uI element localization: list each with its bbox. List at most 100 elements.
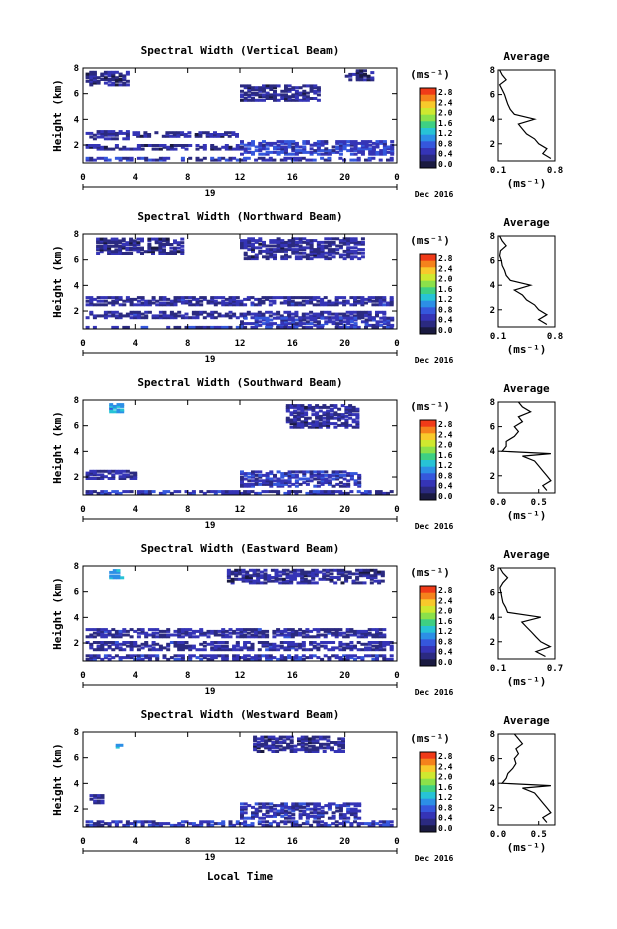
- data-cell: [313, 143, 318, 147]
- data-cell: [96, 252, 101, 255]
- colorbar-swatch: [420, 274, 436, 282]
- data-cell: [349, 296, 354, 300]
- data-cell: [301, 635, 306, 639]
- data-cell: [166, 145, 171, 149]
- average-title: Average: [503, 714, 550, 727]
- data-cell: [107, 137, 112, 141]
- data-cell: [199, 325, 204, 329]
- data-cell: [346, 140, 351, 144]
- data-cell: [269, 143, 274, 147]
- x-tick-label: 12: [235, 671, 246, 681]
- data-cell: [344, 420, 349, 424]
- data-cell: [367, 296, 372, 300]
- data-cell: [287, 814, 292, 818]
- data-cell: [276, 98, 281, 102]
- data-cell: [382, 141, 387, 145]
- data-cell: [353, 141, 358, 145]
- data-cell: [234, 574, 239, 578]
- data-cell: [316, 635, 321, 639]
- panel-title: Spectral Width (Vertical Beam): [141, 44, 340, 57]
- colorbar-swatch: [420, 101, 436, 109]
- data-cell: [247, 479, 252, 483]
- data-cell: [308, 741, 312, 744]
- data-cell: [228, 316, 233, 320]
- data-cell: [262, 249, 266, 253]
- data-cell: [246, 631, 251, 635]
- data-cell: [221, 820, 226, 824]
- data-cell: [322, 413, 327, 417]
- data-cell: [162, 491, 167, 495]
- data-cell: [284, 84, 288, 88]
- data-cell: [359, 69, 364, 73]
- data-cell: [342, 477, 347, 481]
- data-cell: [298, 644, 303, 648]
- data-cell: [278, 570, 283, 574]
- data-cell: [356, 823, 361, 827]
- data-cell: [300, 413, 305, 417]
- data-cell: [371, 150, 376, 154]
- data-cell: [274, 574, 279, 578]
- data-cell: [111, 477, 116, 480]
- data-cell: [118, 72, 123, 76]
- data-cell: [291, 239, 296, 243]
- data-cell: [298, 628, 303, 632]
- data-cell: [114, 642, 119, 646]
- data-cell: [349, 237, 354, 241]
- data-cell: [96, 296, 101, 300]
- data-cell: [333, 750, 338, 753]
- data-cell: [309, 143, 314, 147]
- data-cell: [304, 420, 309, 424]
- data-cell: [305, 240, 310, 244]
- data-cell: [289, 744, 294, 748]
- data-cell: [348, 409, 353, 413]
- colorbar-tick-label: 1.2: [438, 793, 453, 802]
- data-cell: [240, 320, 244, 324]
- data-cell: [289, 404, 294, 408]
- data-cell: [217, 158, 222, 162]
- data-cell: [213, 158, 218, 162]
- data-cell: [162, 301, 167, 305]
- data-cell: [166, 156, 171, 160]
- data-cell: [136, 316, 141, 320]
- data-cell: [302, 145, 307, 149]
- data-cell: [316, 242, 321, 246]
- data-cell: [302, 84, 307, 88]
- data-cell: [155, 822, 160, 826]
- data-cell: [345, 646, 350, 650]
- data-cell: [280, 322, 285, 326]
- data-cell: [198, 134, 203, 138]
- data-cell: [260, 744, 265, 748]
- data-cell: [252, 579, 257, 583]
- data-cell: [316, 303, 321, 307]
- data-cell: [239, 631, 244, 635]
- data-cell: [298, 98, 303, 102]
- data-cell: [96, 76, 101, 80]
- data-cell: [382, 297, 387, 301]
- data-cell: [273, 97, 277, 100]
- data-cell: [243, 823, 248, 827]
- data-cell: [107, 241, 112, 245]
- colorbar-swatch: [420, 778, 436, 786]
- x-tick-label: 12: [235, 339, 246, 349]
- data-cell: [287, 644, 292, 648]
- data-cell: [114, 244, 119, 248]
- data-cell: [217, 296, 222, 300]
- data-cell: [107, 79, 112, 83]
- data-cell: [162, 629, 167, 633]
- data-cell: [305, 479, 310, 483]
- data-cell: [300, 425, 305, 429]
- data-cell: [367, 654, 372, 658]
- data-cell: [100, 631, 105, 635]
- data-cell: [327, 249, 332, 253]
- data-cell: [349, 656, 354, 660]
- data-cell: [210, 297, 215, 301]
- data-cell: [111, 70, 116, 74]
- data-cell: [180, 158, 185, 162]
- data-cell: [318, 422, 323, 426]
- data-cell: [294, 802, 299, 806]
- data-cell: [254, 811, 259, 815]
- data-cell: [326, 418, 331, 422]
- data-cell: [184, 629, 189, 633]
- data-cell: [309, 475, 314, 479]
- data-cell: [351, 420, 356, 424]
